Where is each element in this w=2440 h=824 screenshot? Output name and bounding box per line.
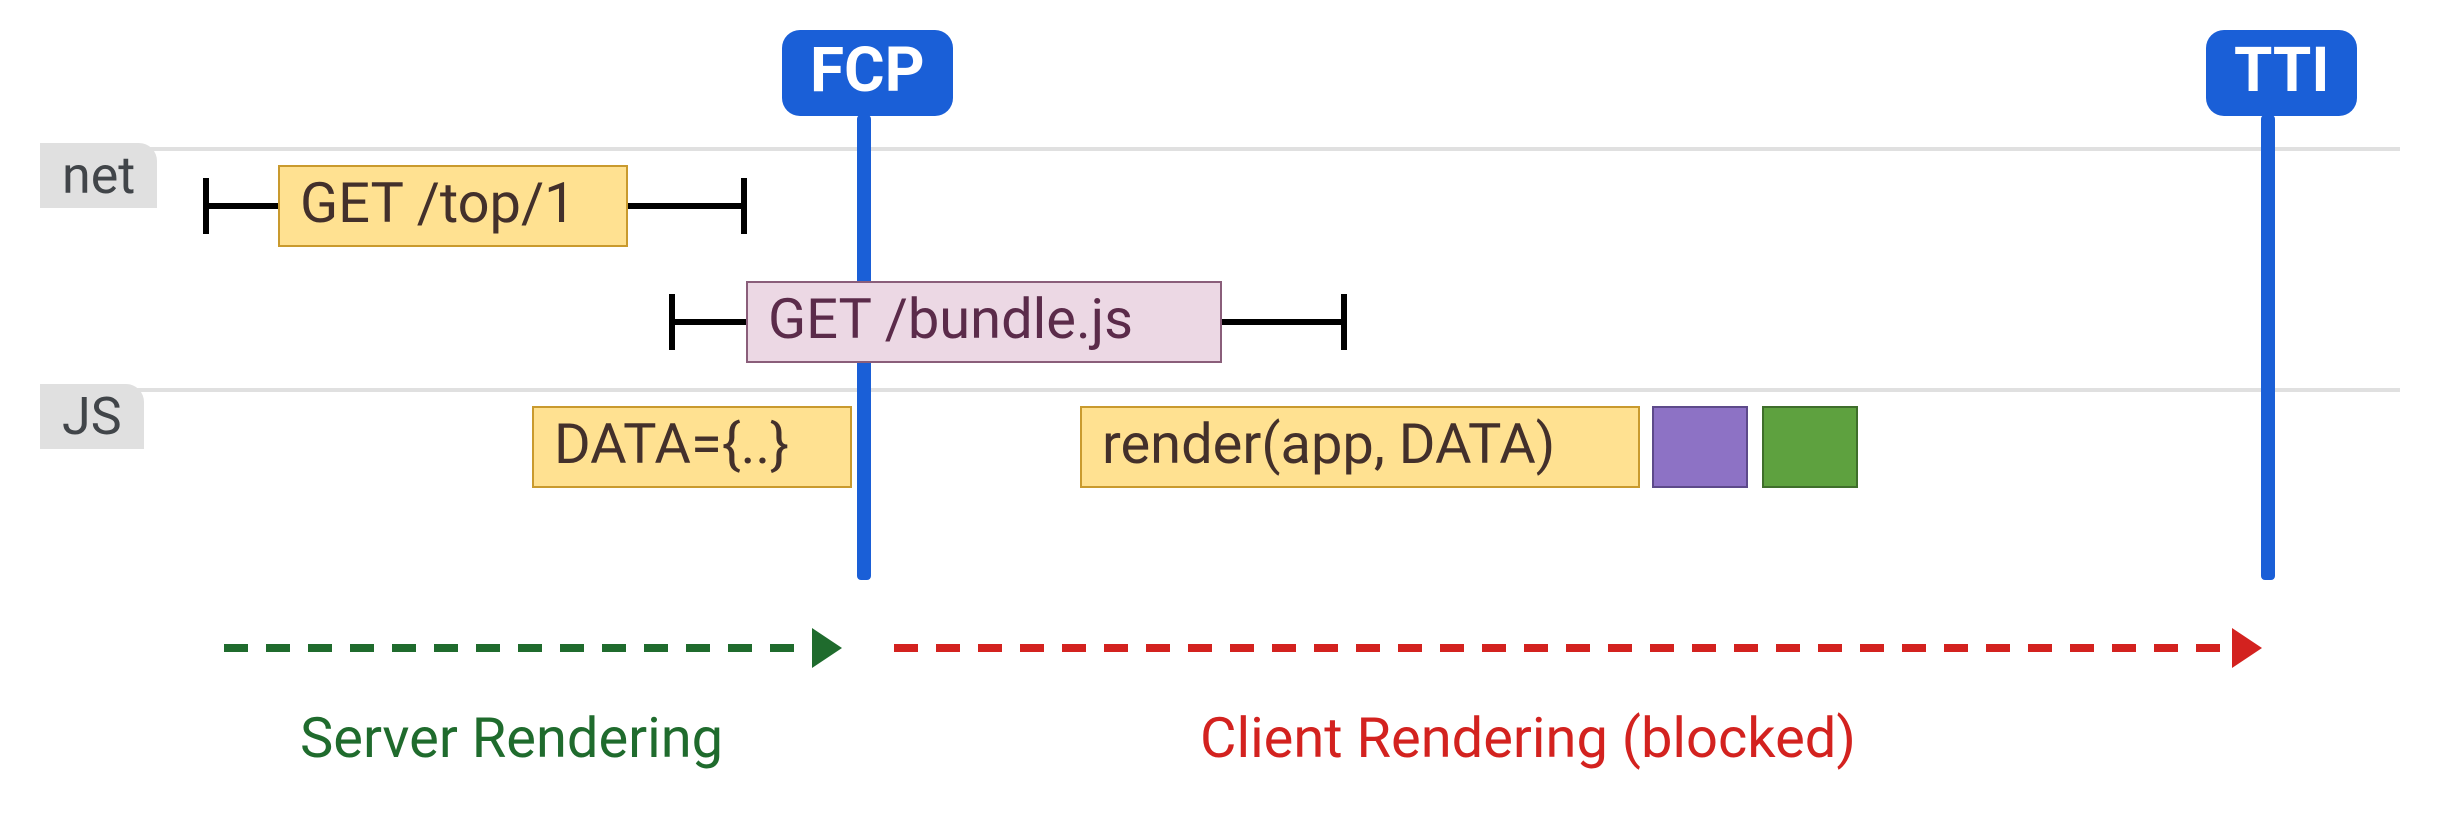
task-js-chip-green bbox=[1762, 406, 1858, 488]
task-get-top: GET /top/1 bbox=[278, 165, 628, 247]
marker-tag-fcp: FCP bbox=[782, 30, 953, 116]
arrow-client-rendering bbox=[0, 0, 1, 1]
task-get-bundle: GET /bundle.js bbox=[746, 281, 1222, 363]
task-js-render: render(app, DATA) bbox=[1080, 406, 1640, 488]
caption-client-rendering: Client Rendering (blocked) bbox=[1200, 710, 1856, 766]
task-js-data: DATA={..} bbox=[532, 406, 852, 488]
task-js-chip-purple bbox=[1652, 406, 1748, 488]
marker-tag-tti: TTI bbox=[2206, 30, 2357, 116]
caption-server-rendering: Server Rendering bbox=[300, 710, 723, 766]
timeline-diagram: net JS GET /top/1 GET /bundle.js DATA={.… bbox=[0, 0, 2440, 824]
